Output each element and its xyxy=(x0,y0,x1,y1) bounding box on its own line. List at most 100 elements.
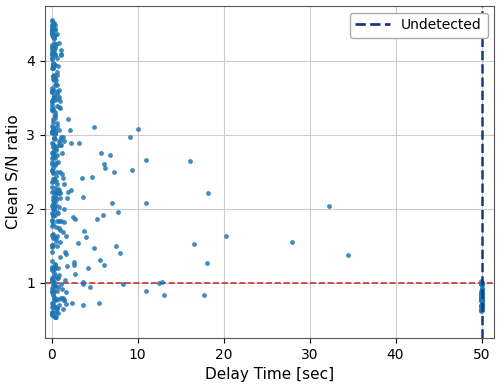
Point xyxy=(52,75,60,81)
Point xyxy=(50,304,58,310)
Point xyxy=(134,126,141,132)
Point xyxy=(49,212,57,218)
Point xyxy=(78,194,86,201)
Point xyxy=(48,184,56,190)
Point xyxy=(51,265,59,271)
Point xyxy=(56,142,64,148)
Point xyxy=(158,279,166,286)
Point xyxy=(52,159,60,166)
Y-axis label: Clean S/N ratio: Clean S/N ratio xyxy=(6,114,20,229)
Point xyxy=(88,174,96,180)
Point xyxy=(48,55,56,61)
Point xyxy=(54,190,62,196)
Point xyxy=(48,154,56,161)
Point xyxy=(54,169,62,175)
Point xyxy=(48,179,56,185)
Point xyxy=(56,126,64,133)
Point xyxy=(160,292,168,298)
Point xyxy=(50,265,58,272)
Point xyxy=(52,52,60,58)
Point xyxy=(48,275,56,282)
Point xyxy=(54,310,62,317)
Point xyxy=(52,195,60,201)
Point xyxy=(478,286,486,292)
Point xyxy=(478,298,486,304)
Point xyxy=(478,280,486,286)
Point xyxy=(48,242,56,248)
Point xyxy=(48,189,56,195)
Point xyxy=(60,181,68,187)
Point xyxy=(50,176,58,182)
Point xyxy=(154,280,162,286)
Point xyxy=(478,307,486,313)
Point xyxy=(55,139,63,145)
Point xyxy=(48,27,56,33)
Point xyxy=(48,52,56,59)
Point xyxy=(142,157,150,163)
Point xyxy=(48,65,56,71)
Point xyxy=(48,197,56,203)
Point xyxy=(67,140,75,147)
Point xyxy=(478,294,486,301)
Point xyxy=(478,294,486,301)
Point xyxy=(48,217,56,223)
Point xyxy=(48,88,56,94)
Point xyxy=(478,298,486,304)
Point xyxy=(50,144,58,150)
Point xyxy=(49,96,57,102)
Point xyxy=(48,48,56,55)
Point xyxy=(48,300,56,306)
Point xyxy=(55,302,63,308)
Point xyxy=(478,301,486,307)
Point xyxy=(50,40,58,47)
Point xyxy=(50,35,58,41)
Point xyxy=(49,73,57,79)
Point xyxy=(58,286,66,292)
Point xyxy=(54,204,62,210)
Point xyxy=(51,62,59,68)
Point xyxy=(51,155,59,161)
Point xyxy=(222,233,230,239)
Point xyxy=(478,291,486,297)
Point xyxy=(49,107,57,113)
Point xyxy=(49,106,57,112)
Point xyxy=(57,142,65,148)
Point xyxy=(119,281,127,287)
Point xyxy=(477,301,485,308)
Point xyxy=(48,176,56,182)
Point xyxy=(52,142,60,149)
Point xyxy=(48,242,56,248)
Point xyxy=(48,26,56,32)
Point xyxy=(75,140,83,146)
Point xyxy=(62,232,70,239)
Point xyxy=(48,159,56,165)
Point xyxy=(48,289,56,295)
Point xyxy=(62,301,70,307)
Point xyxy=(66,187,74,193)
Point xyxy=(50,135,58,141)
Point xyxy=(478,303,486,310)
Point xyxy=(478,300,486,306)
Point xyxy=(50,61,58,67)
Point xyxy=(478,297,486,303)
Point xyxy=(64,263,72,269)
Point xyxy=(478,303,486,309)
Point xyxy=(52,136,60,142)
Point xyxy=(96,256,104,263)
Point xyxy=(48,160,56,166)
Point xyxy=(50,129,58,135)
Point xyxy=(50,135,58,142)
Point xyxy=(50,35,58,41)
Point xyxy=(48,312,56,319)
Point xyxy=(48,210,56,217)
Point xyxy=(48,288,56,294)
Point xyxy=(50,82,58,88)
Point xyxy=(57,281,65,287)
Point xyxy=(50,77,58,83)
Point xyxy=(52,173,60,179)
Point xyxy=(478,289,486,295)
Point xyxy=(478,305,486,312)
Point xyxy=(51,43,59,49)
Point xyxy=(64,194,72,201)
Point xyxy=(478,279,486,286)
